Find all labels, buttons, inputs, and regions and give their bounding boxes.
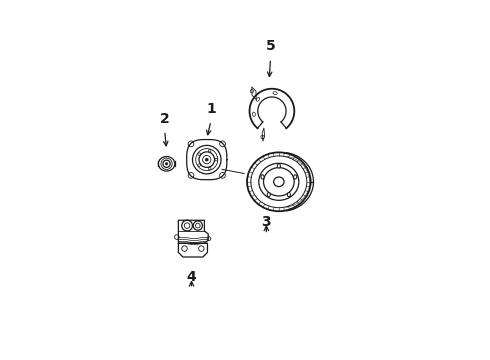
Text: 1: 1: [206, 102, 216, 116]
Ellipse shape: [294, 175, 296, 179]
Text: 4: 4: [187, 270, 196, 284]
Ellipse shape: [277, 164, 280, 168]
Circle shape: [205, 158, 208, 161]
Text: 5: 5: [266, 40, 275, 53]
Text: 3: 3: [262, 216, 271, 229]
Ellipse shape: [261, 175, 264, 179]
Ellipse shape: [273, 177, 284, 186]
Ellipse shape: [267, 193, 270, 197]
Circle shape: [165, 162, 168, 165]
Text: 2: 2: [160, 112, 170, 126]
Ellipse shape: [288, 193, 291, 197]
